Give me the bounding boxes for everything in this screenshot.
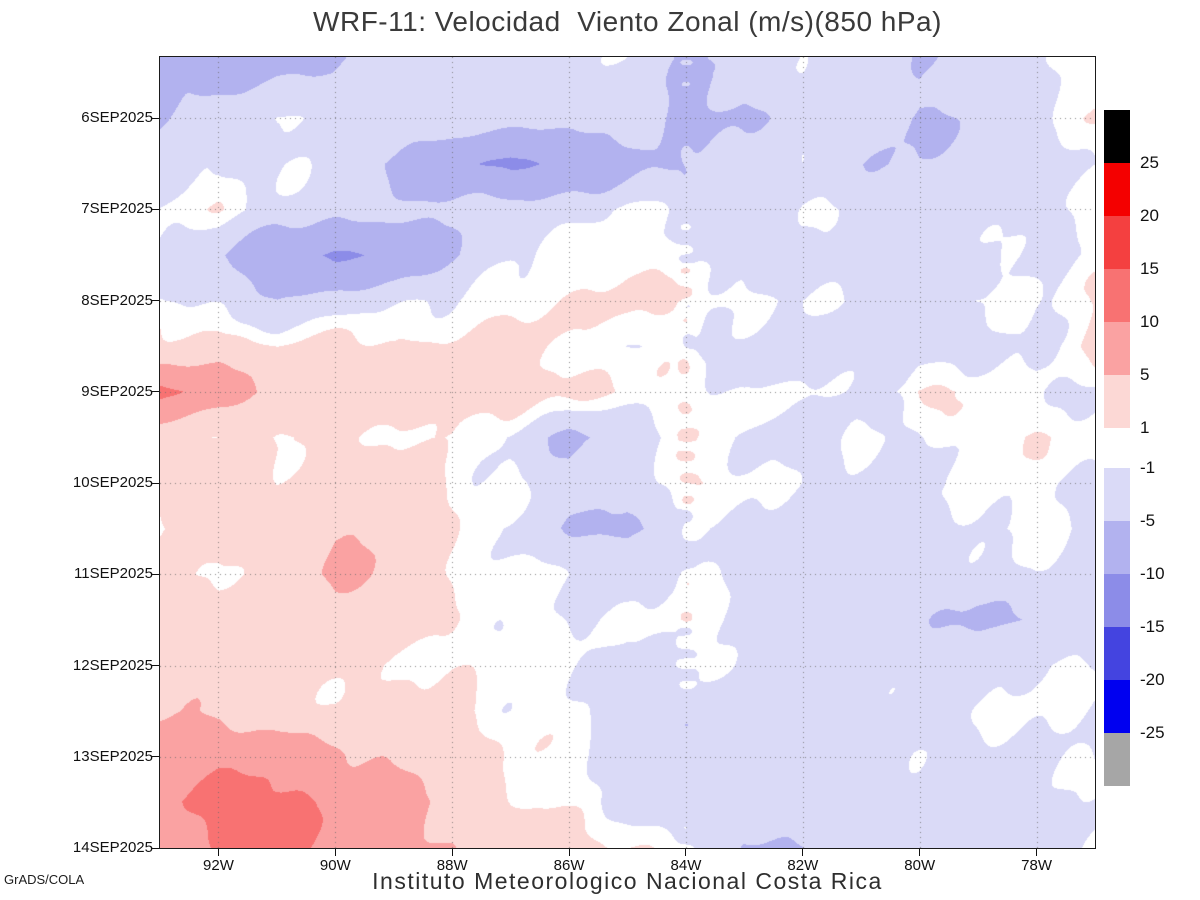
y-tick-label: 13SEP2025 [72,747,153,765]
x-axis-tick [919,849,921,856]
y-axis-tick [152,391,159,393]
y-tick-label: 6SEP2025 [81,109,153,127]
caption: Instituto Meteorologico Nacional Costa R… [372,868,883,894]
colorbar-label: -1 [1140,458,1156,477]
chart-title: WRF-11: Velocidad Viento Zonal (m/s)(850… [313,6,942,37]
grads-credit: GrADS/COLA [4,872,85,887]
y-axis-tick [152,573,159,575]
colorbar-label: -20 [1140,670,1165,689]
colorbar-segment [1104,163,1130,216]
colorbar-segment [1104,468,1130,521]
colorbar-label: -25 [1140,723,1165,742]
wind-field-canvas [160,57,1095,848]
x-tick-label: 84W [670,857,702,874]
colorbar-label: 15 [1140,259,1159,278]
y-tick-label: 10SEP2025 [72,474,153,492]
x-tick-label: 82W [787,857,819,874]
x-axis-tick [217,849,219,856]
x-tick-label: 90W [319,857,351,874]
y-tick-label: 14SEP2025 [72,839,153,856]
x-axis-tick [568,849,570,856]
colorbar-label: 5 [1140,365,1150,384]
colorbar-label: -15 [1140,617,1165,636]
y-axis-tick [152,300,159,302]
x-axis-tick [451,849,453,856]
x-tick-label: 80W [904,857,936,874]
y-tick-label: 8SEP2025 [81,291,153,309]
colorbar-segment [1104,269,1130,322]
colorbar-label: 1 [1140,418,1150,437]
x-tick-label: 78W [1021,857,1052,874]
x-axis-tick [802,849,804,856]
colorbar-segment [1104,322,1130,375]
x-axis-tick [334,849,336,856]
y-axis-tick [152,847,159,849]
y-axis-tick [152,665,159,667]
plot-area [159,56,1096,849]
y-tick-label: 11SEP2025 [74,565,153,583]
colorbar-segment [1104,574,1130,627]
y-tick-label: 7SEP2025 [81,200,153,218]
x-axis-tick [1036,849,1038,856]
colorbar-label: 10 [1140,312,1159,331]
y-axis-tick [152,756,159,758]
y-tick-label: 9SEP2025 [81,382,153,400]
colorbar-segment [1104,521,1130,574]
x-tick-label: 92W [203,857,234,874]
colorbar-label: -10 [1140,564,1165,583]
colorbar-segment [1104,216,1130,269]
colorbar-label: 25 [1140,153,1159,172]
x-axis-tick [685,849,687,856]
x-tick-label: 86W [553,857,585,874]
y-axis-tick [152,117,159,119]
colorbar-segment [1104,733,1130,786]
y-tick-label: 12SEP2025 [72,656,153,674]
colorbar-label: -5 [1140,511,1156,530]
x-tick-label: 88W [436,857,468,874]
y-axis-tick [152,208,159,210]
colorbar-segment [1104,627,1130,680]
colorbar-label: 20 [1140,206,1159,225]
colorbar-segment [1104,375,1130,428]
y-axis-tick [152,482,159,484]
colorbar-segment [1104,110,1130,163]
colorbar-segment [1104,680,1130,733]
